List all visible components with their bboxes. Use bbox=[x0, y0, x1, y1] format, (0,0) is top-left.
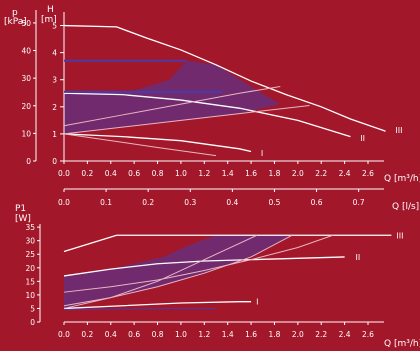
curve-aux-4 bbox=[63, 104, 310, 135]
kpa-tick-label: 50 bbox=[21, 19, 31, 28]
x2-tick-label: 0.3 bbox=[184, 198, 196, 207]
x-tick-label: 1.0 bbox=[175, 169, 187, 178]
x-tick-label: 0.6 bbox=[128, 169, 140, 178]
x-tick-label: 1.8 bbox=[268, 169, 280, 178]
curve-aux-5 bbox=[63, 133, 217, 157]
x-tick-label: 0.4 bbox=[105, 330, 117, 339]
x-tick-label: 0.4 bbox=[105, 169, 117, 178]
x-tick-label: 0.0 bbox=[58, 330, 70, 339]
x2-tick-label: 0.1 bbox=[100, 198, 112, 207]
curve-ii bbox=[63, 256, 345, 277]
kpa-tick-label: 40 bbox=[21, 47, 31, 56]
curve-label-i: I bbox=[256, 298, 258, 307]
curve-aux-3 bbox=[63, 86, 281, 127]
curve-aux-6 bbox=[63, 307, 216, 311]
h-axis-symbol: H bbox=[47, 5, 54, 15]
curve-ii bbox=[63, 92, 351, 138]
p1-axis-unit: [W] bbox=[15, 214, 31, 224]
x-tick-label: 0.8 bbox=[152, 330, 164, 339]
x-tick-label: 1.2 bbox=[198, 169, 210, 178]
x2-tick-label: 0.6 bbox=[311, 198, 323, 207]
x2-tick-label: 0.7 bbox=[353, 198, 365, 207]
x-tick-label: 1.4 bbox=[222, 169, 234, 178]
y-tick-label: 0 bbox=[30, 318, 35, 327]
h-tick-label: 0 bbox=[52, 157, 57, 166]
kpa-tick-label: 10 bbox=[21, 129, 31, 138]
curve-i bbox=[63, 133, 252, 153]
h-tick-label: 2 bbox=[52, 103, 57, 112]
kpa-tick-label: 20 bbox=[21, 102, 31, 111]
curve-label-iii: III bbox=[396, 231, 403, 240]
x2-tick-label: 0.2 bbox=[142, 198, 154, 207]
x-tick-label: 1.6 bbox=[245, 330, 257, 339]
kpa-axis-unit: [kPa] bbox=[4, 17, 27, 27]
x-tick-label: 0.8 bbox=[152, 169, 164, 178]
x-axis-title: Q [m³/h] bbox=[384, 339, 420, 349]
p1-axis-symbol: P1 bbox=[15, 204, 26, 214]
x-tick-label: 1.0 bbox=[175, 330, 187, 339]
x-tick-label: 0.0 bbox=[58, 169, 70, 178]
y-tick-label: 5 bbox=[30, 304, 35, 313]
x-tick-label: 2.2 bbox=[315, 330, 327, 339]
x2-tick-label: 0.5 bbox=[268, 198, 280, 207]
y-tick-label: 35 bbox=[25, 223, 35, 232]
x-tick-label: 2.0 bbox=[292, 330, 304, 339]
x-tick-label: 2.0 bbox=[292, 169, 304, 178]
x-tick-label: 2.4 bbox=[339, 169, 351, 178]
h-tick-label: 4 bbox=[52, 49, 57, 58]
x-tick-label: 0.2 bbox=[81, 169, 93, 178]
curve-label-i: I bbox=[261, 149, 263, 158]
kpa-tick-label: 30 bbox=[21, 74, 31, 83]
curve-iii bbox=[63, 24, 386, 132]
h-tick-label: 1 bbox=[52, 130, 57, 139]
x-tick-label: 1.6 bbox=[245, 169, 257, 178]
x-tick-label: 1.8 bbox=[268, 330, 280, 339]
x-tick-label: 2.6 bbox=[362, 330, 374, 339]
x-tick-label: 2.2 bbox=[315, 169, 327, 178]
y-tick-label: 30 bbox=[25, 237, 35, 246]
x2-axis-title: Q [l/s] bbox=[392, 202, 419, 212]
x2-tick-label: 0.4 bbox=[226, 198, 238, 207]
y-tick-label: 10 bbox=[25, 291, 35, 300]
x-tick-label: 2.4 bbox=[339, 330, 351, 339]
curve-i bbox=[63, 301, 252, 310]
curve-label-iii: III bbox=[395, 126, 402, 135]
kpa-axis-symbol: p bbox=[12, 8, 18, 18]
curve-label-ii: II bbox=[355, 253, 360, 262]
curve-label-ii: II bbox=[360, 134, 365, 143]
x-tick-label: 1.4 bbox=[222, 330, 234, 339]
x-axis-title: Q [m³/h] bbox=[384, 174, 420, 184]
h-tick-label: 5 bbox=[52, 22, 57, 31]
curve-aux-5 bbox=[63, 234, 258, 309]
x-tick-label: 0.6 bbox=[128, 330, 140, 339]
x2-tick-label: 0.0 bbox=[58, 198, 70, 207]
y-tick-label: 15 bbox=[25, 277, 35, 286]
autoadapt-region bbox=[64, 60, 281, 134]
h-tick-label: 3 bbox=[52, 76, 57, 85]
curve-aux-3 bbox=[63, 234, 334, 293]
y-tick-label: 25 bbox=[25, 250, 35, 259]
h-axis-unit: [m] bbox=[41, 15, 57, 25]
x-tick-label: 1.2 bbox=[198, 330, 210, 339]
x-tick-label: 0.2 bbox=[81, 330, 93, 339]
y-tick-label: 20 bbox=[25, 264, 35, 273]
kpa-tick-label: 0 bbox=[26, 157, 31, 166]
power-chart: 0 5 10 15 20 25 30 35 0.0 0.2 0.4 0.6 0.8 1.0 1.2 1.4 1.… bbox=[15, 204, 420, 349]
x-tick-label: 2.6 bbox=[362, 169, 374, 178]
curve-iii bbox=[63, 234, 392, 253]
